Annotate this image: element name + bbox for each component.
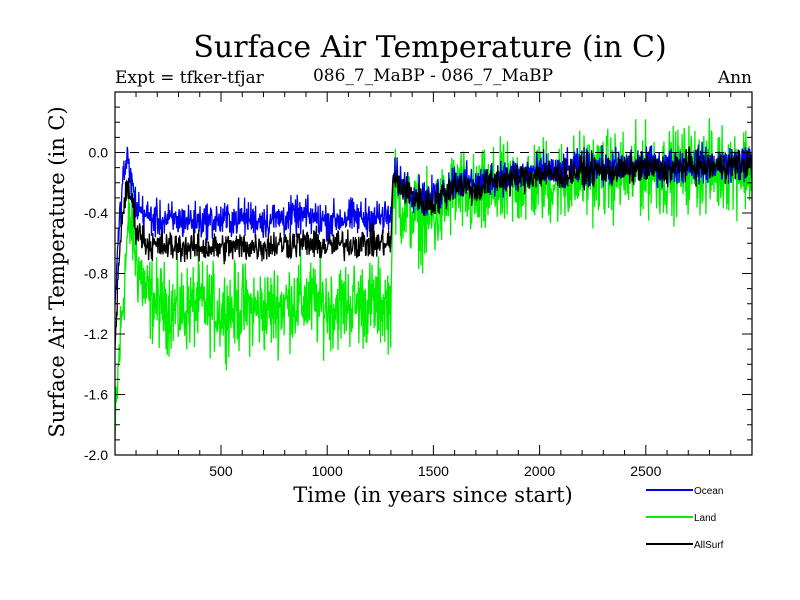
plot-frame bbox=[114, 91, 753, 456]
y-tick-label: -2.0 bbox=[84, 447, 108, 463]
legend: Ocean Land AllSurf bbox=[646, 486, 724, 551]
y-tick-label: -0.4 bbox=[84, 205, 108, 221]
legend-label-land: Land bbox=[694, 513, 716, 524]
x-tick-label: 1000 bbox=[312, 463, 343, 479]
subtitle-left: Expt = tfker-tfjar bbox=[115, 68, 265, 88]
x-axis-label: Time (in years since start) bbox=[293, 483, 572, 507]
y-axis-label: Surface Air Temperature (in C) bbox=[45, 106, 69, 437]
x-tick-label: 2000 bbox=[524, 463, 555, 479]
legend-label-ocean: Ocean bbox=[694, 486, 723, 497]
plot-series bbox=[114, 117, 753, 440]
y-tick-label: -1.6 bbox=[84, 387, 108, 403]
chart-title: Surface Air Temperature (in C) bbox=[193, 30, 666, 65]
y-tick-label: -1.2 bbox=[84, 326, 108, 342]
x-tick-label: 500 bbox=[209, 463, 233, 479]
y-tick-label: 0.0 bbox=[89, 145, 109, 161]
subtitle-right: Ann bbox=[717, 68, 752, 88]
x-tick-label: 1500 bbox=[418, 463, 449, 479]
series-line-allsurf bbox=[114, 146, 753, 350]
legend-label-allsurf: AllSurf bbox=[694, 540, 724, 551]
y-tick-label: -0.8 bbox=[84, 266, 108, 282]
subtitle-center: 086_7_MaBP - 086_7_MaBP bbox=[313, 66, 553, 86]
axis-ticks: 500 1000 1500 2000 2500 -2.0 -1.6 -1.2 -0.8 -0.4 0… bbox=[84, 92, 752, 479]
x-tick-label: 2500 bbox=[630, 463, 661, 479]
